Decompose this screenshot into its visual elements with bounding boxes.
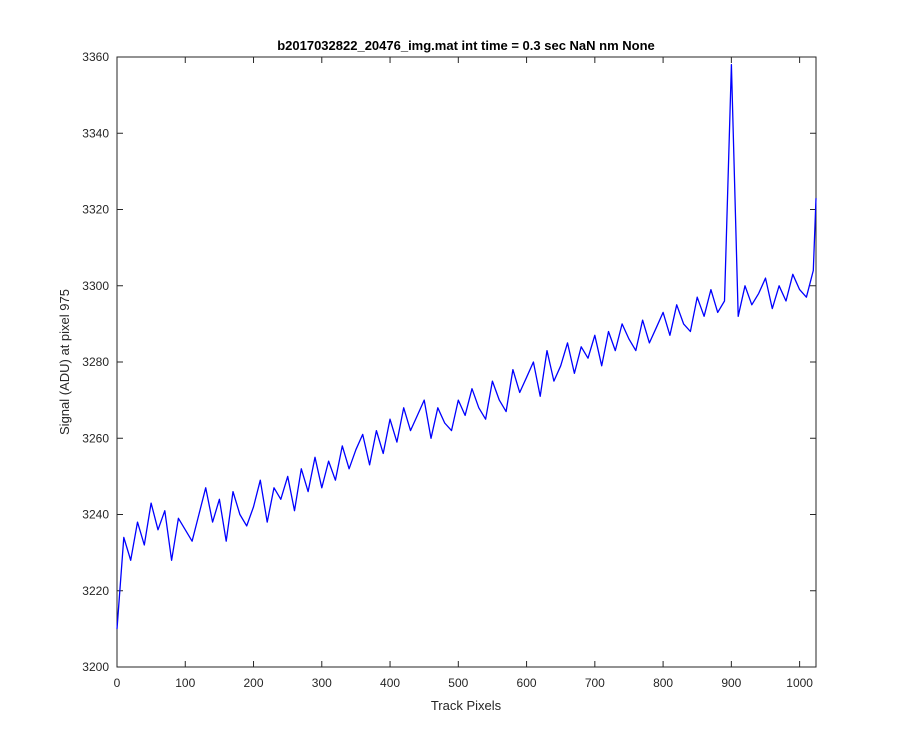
x-tick-label: 700 xyxy=(585,676,605,690)
y-tick-label: 3280 xyxy=(82,355,109,369)
y-tick-label: 3320 xyxy=(82,203,109,217)
x-tick-label: 0 xyxy=(114,676,121,690)
y-tick-label: 3200 xyxy=(82,660,109,674)
x-tick-label: 100 xyxy=(175,676,195,690)
y-tick-label: 3260 xyxy=(82,431,109,445)
chart-title: b2017032822_20476_img.mat int time = 0.3… xyxy=(277,38,655,53)
x-tick-label: 500 xyxy=(448,676,468,690)
x-axis-title: Track Pixels xyxy=(431,698,502,713)
plot-area xyxy=(116,56,817,668)
y-tick-label: 3360 xyxy=(82,50,109,64)
y-axis-title: Signal (ADU) at pixel 975 xyxy=(57,289,72,435)
y-tick-label: 3220 xyxy=(82,584,109,598)
x-tick-label: 200 xyxy=(244,676,264,690)
y-tick-labels: 3200 3220 3240 3260 3280 3300 3320 3340 3360 xyxy=(82,50,109,674)
x-tick-label: 1000 xyxy=(786,676,813,690)
y-tick-label: 3300 xyxy=(82,279,109,293)
x-tick-labels: 0 100 200 300 400 500 600 700 800 900 1000 xyxy=(114,676,814,690)
x-tick-label: 600 xyxy=(517,676,537,690)
y-tick-label: 3240 xyxy=(82,508,109,522)
x-tick-label: 300 xyxy=(312,676,332,690)
x-tick-label: 900 xyxy=(721,676,741,690)
signal-series-line xyxy=(116,63,817,629)
y-tick-label: 3340 xyxy=(82,126,109,140)
x-tick-label: 800 xyxy=(653,676,673,690)
x-tick-label: 400 xyxy=(380,676,400,690)
